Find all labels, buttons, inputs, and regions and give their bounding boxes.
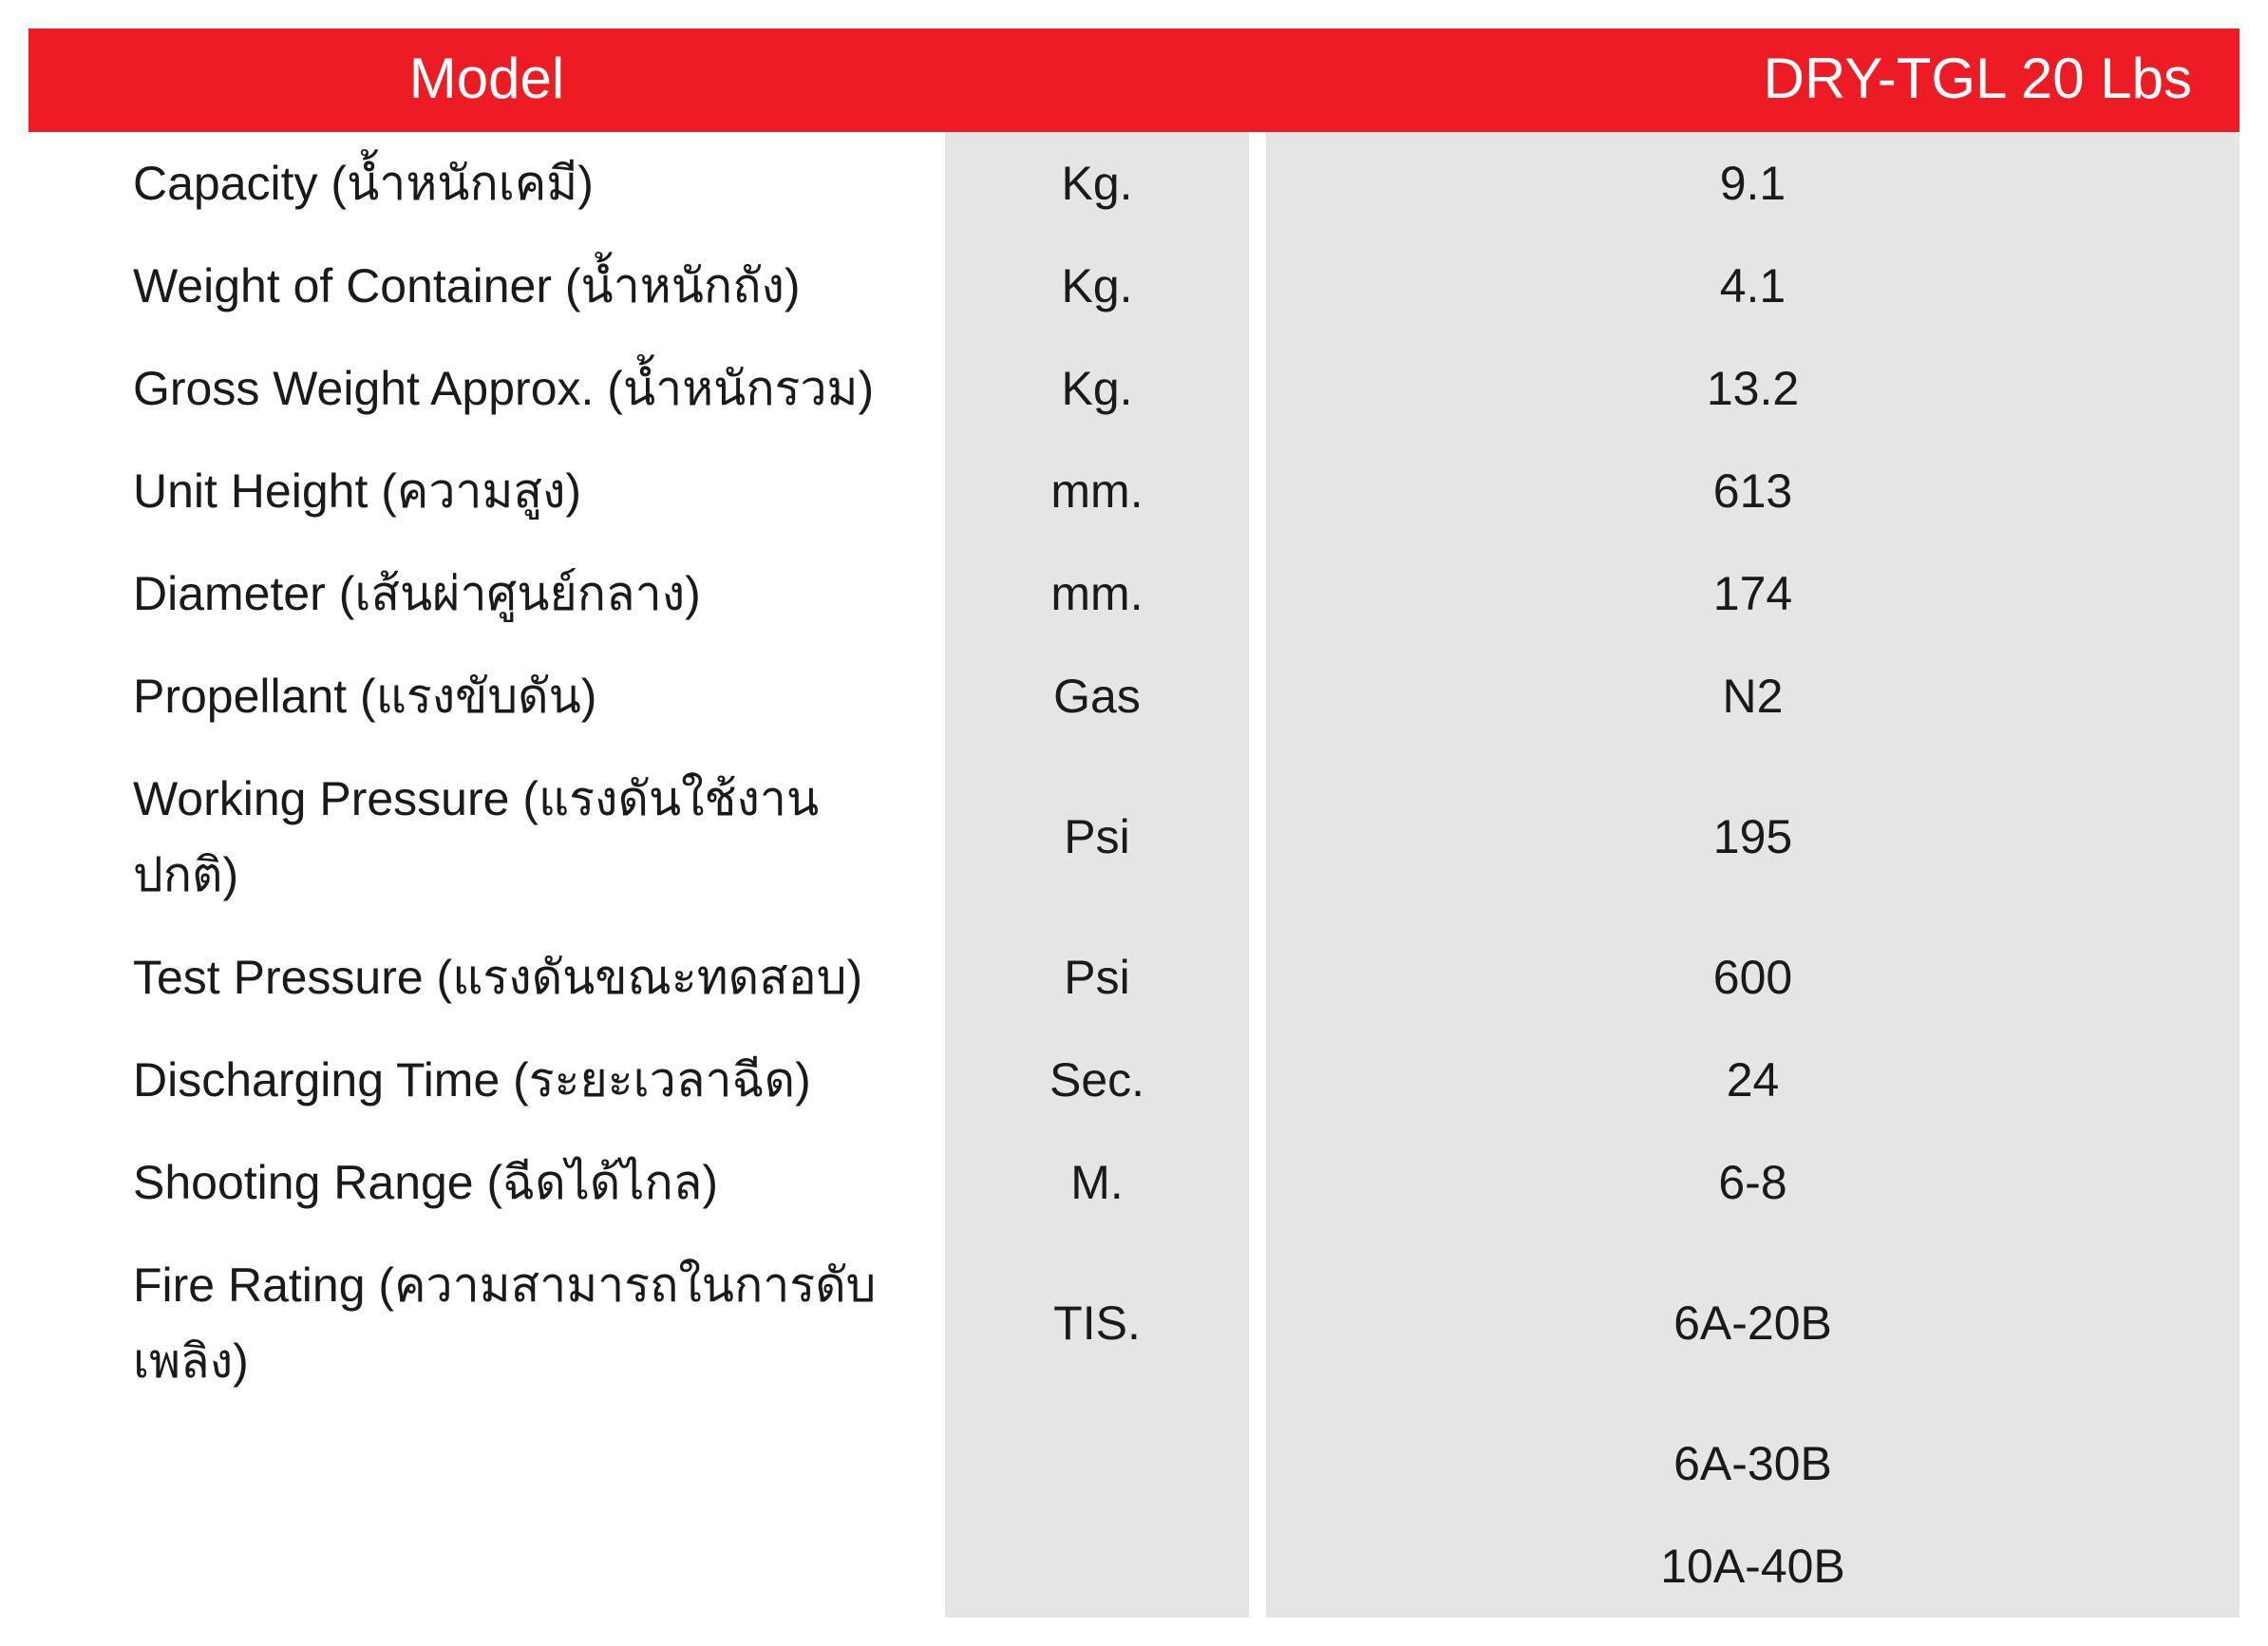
table-row: 6A-30B [28, 1412, 2240, 1515]
value-cell: N2 [1266, 645, 2240, 747]
spec-cell: Shooting Range (ฉีดได้ไกล) [28, 1131, 945, 1234]
value-cell: 6A-30B [1266, 1412, 2240, 1515]
unit-cell: Psi [945, 747, 1249, 926]
table-row: Unit Height (ความสูง)mm.613 [28, 440, 2240, 542]
gap-cell [1249, 1131, 1266, 1234]
unit-cell: Kg. [945, 132, 1249, 235]
unit-cell: TIS. [945, 1234, 1249, 1412]
gap-cell [1249, 1029, 1266, 1131]
gap-cell [1249, 747, 1266, 926]
table-row: Working Pressure (แรงดันใช้งานปกติ)Psi19… [28, 747, 2240, 926]
spec-cell: Working Pressure (แรงดันใช้งานปกติ) [28, 747, 945, 926]
unit-cell: Gas [945, 645, 1249, 747]
value-cell: 174 [1266, 542, 2240, 645]
header-unit-gap [945, 28, 1249, 132]
gap-cell [1249, 235, 1266, 337]
spec-cell: Fire Rating (ความสามารถในการดับเพลิง) [28, 1234, 945, 1412]
table-row: Test Pressure (แรงดันขณะทดสอบ)Psi600 [28, 926, 2240, 1029]
gap-cell [1249, 645, 1266, 747]
spec-cell: Weight of Container (น้ำหนักถัง) [28, 235, 945, 337]
spec-cell: Capacity (น้ำหนักเคมี) [28, 132, 945, 235]
value-cell: 24 [1266, 1029, 2240, 1131]
table-row: Diameter (เส้นผ่าศูนย์กลาง)mm.174 [28, 542, 2240, 645]
gap-cell [1249, 1515, 1266, 1618]
table-row: Fire Rating (ความสามารถในการดับเพลิง)TIS… [28, 1234, 2240, 1412]
value-cell: 10A-40B [1266, 1515, 2240, 1618]
table-row: Discharging Time (ระยะเวลาฉีด)Sec.24 [28, 1029, 2240, 1131]
value-cell: 6-8 [1266, 1131, 2240, 1234]
gap-cell [1249, 542, 1266, 645]
gap-cell [1249, 926, 1266, 1029]
table-row: Propellant (แรงขับดัน)GasN2 [28, 645, 2240, 747]
unit-cell-empty [945, 1515, 1249, 1618]
gap-cell [1249, 337, 1266, 440]
unit-cell: Sec. [945, 1029, 1249, 1131]
spec-cell-empty [28, 1412, 945, 1515]
unit-cell: Kg. [945, 235, 1249, 337]
unit-cell: Kg. [945, 337, 1249, 440]
value-cell: 613 [1266, 440, 2240, 542]
value-cell: 600 [1266, 926, 2240, 1029]
unit-cell: Psi [945, 926, 1249, 1029]
gap-cell [1249, 132, 1266, 235]
unit-cell: M. [945, 1131, 1249, 1234]
header-model: Model [28, 28, 945, 132]
spec-cell: Discharging Time (ระยะเวลาฉีด) [28, 1029, 945, 1131]
spec-table: Model DRY-TGL 20 Lbs Capacity (น้ำหนักเค… [28, 28, 2240, 1618]
unit-cell: mm. [945, 542, 1249, 645]
header-gap [1249, 28, 1266, 132]
gap-cell [1249, 1412, 1266, 1515]
value-cell: 6A-20B [1266, 1234, 2240, 1412]
unit-cell: mm. [945, 440, 1249, 542]
spec-cell: Diameter (เส้นผ่าศูนย์กลาง) [28, 542, 945, 645]
spec-cell-empty [28, 1515, 945, 1618]
spec-cell: Unit Height (ความสูง) [28, 440, 945, 542]
spec-cell: Test Pressure (แรงดันขณะทดสอบ) [28, 926, 945, 1029]
header-value: DRY-TGL 20 Lbs [1266, 28, 2240, 132]
value-cell: 195 [1266, 747, 2240, 926]
table-row: Weight of Container (น้ำหนักถัง)Kg.4.1 [28, 235, 2240, 337]
table-row: Capacity (น้ำหนักเคมี)Kg.9.1 [28, 132, 2240, 235]
unit-cell-empty [945, 1412, 1249, 1515]
spec-cell: Gross Weight Approx. (น้ำหนักรวม) [28, 337, 945, 440]
value-cell: 9.1 [1266, 132, 2240, 235]
gap-cell [1249, 1234, 1266, 1412]
table-header-row: Model DRY-TGL 20 Lbs [28, 28, 2240, 132]
spec-cell: Propellant (แรงขับดัน) [28, 645, 945, 747]
value-cell: 4.1 [1266, 235, 2240, 337]
table-row: Shooting Range (ฉีดได้ไกล)M.6-8 [28, 1131, 2240, 1234]
table-row: 10A-40B [28, 1515, 2240, 1618]
table-row: Gross Weight Approx. (น้ำหนักรวม)Kg.13.2 [28, 337, 2240, 440]
gap-cell [1249, 440, 1266, 542]
value-cell: 13.2 [1266, 337, 2240, 440]
